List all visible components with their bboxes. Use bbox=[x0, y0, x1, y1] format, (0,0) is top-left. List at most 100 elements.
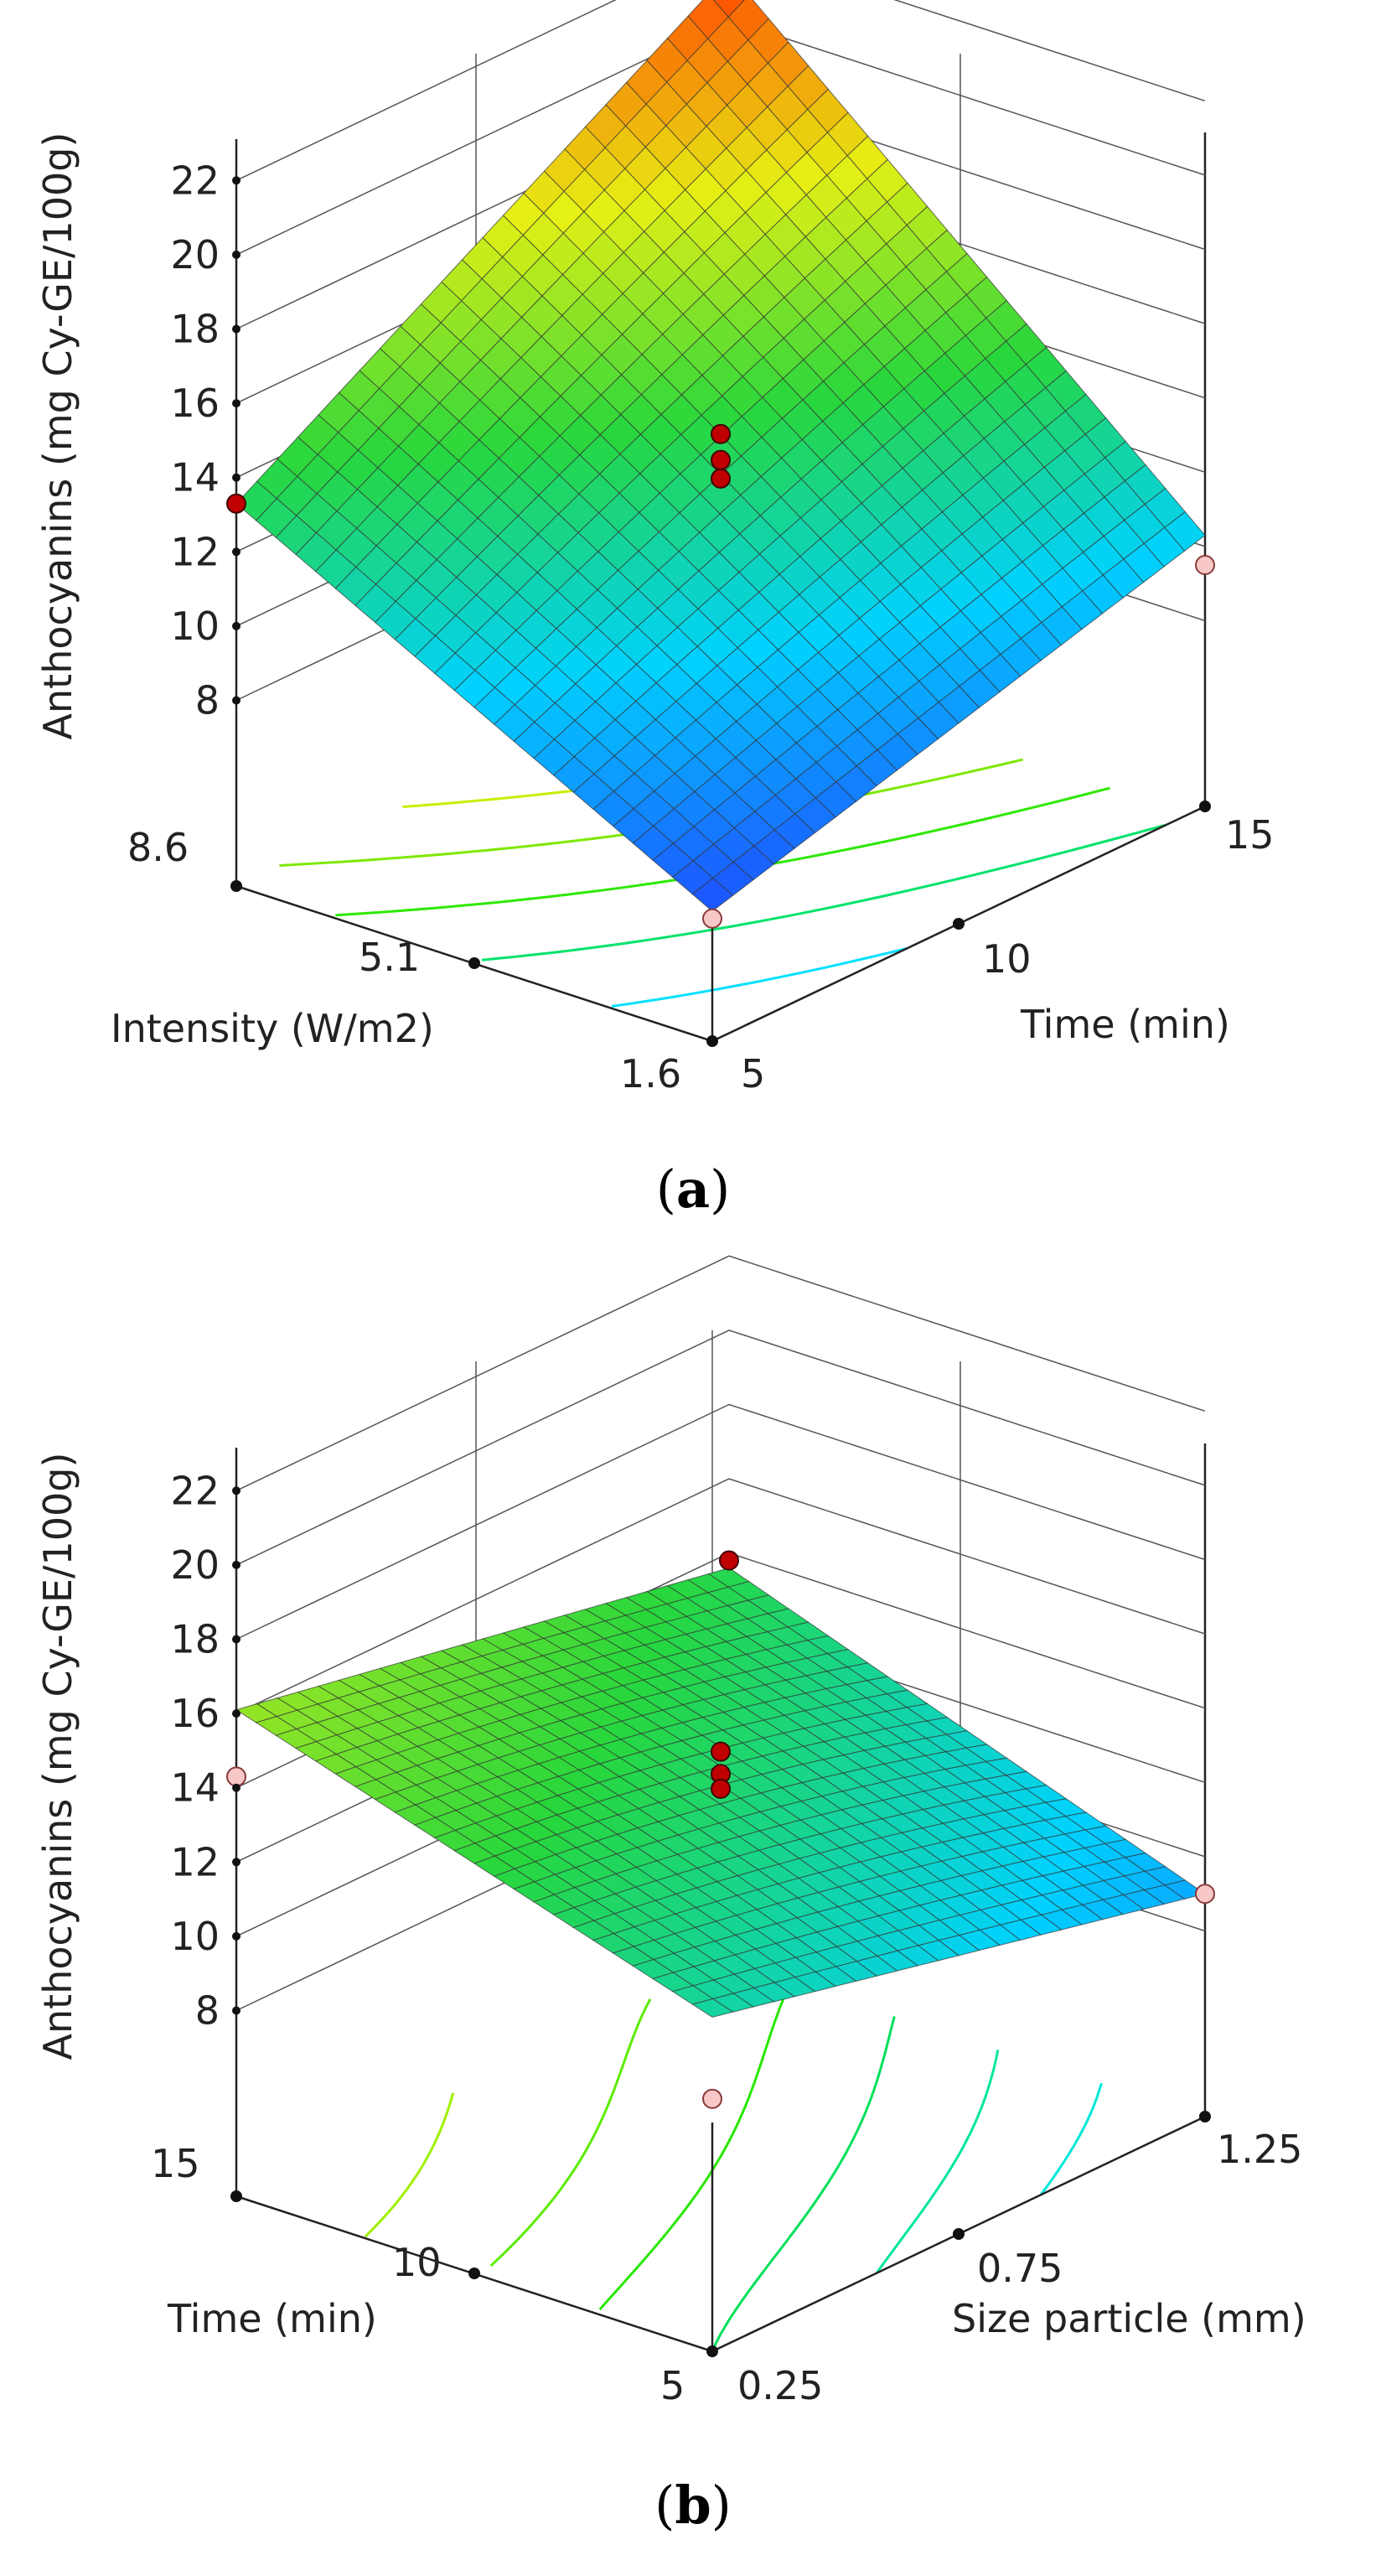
panel-a-z-tick-label: 18 bbox=[170, 307, 220, 352]
panel-a-surface-cell bbox=[691, 877, 734, 912]
panel-a-z-tick-mark bbox=[232, 324, 241, 334]
panel-a-z-axis-label: Anthocyanins (mg Cy-GE/100g) bbox=[35, 132, 80, 740]
panel-a-y-tick: 10 bbox=[982, 936, 1032, 982]
panel-b-z-tick-label: 14 bbox=[170, 1765, 220, 1811]
panel-a-x-tick: 1.6 bbox=[620, 1051, 681, 1096]
panel-b-contour-line bbox=[711, 2016, 896, 2352]
panel-b-z-tick-label: 18 bbox=[170, 1617, 220, 1662]
panel-b-contour-line bbox=[364, 2092, 455, 2238]
panel-a-z-tick-label: 14 bbox=[170, 455, 220, 500]
panel-b-z-tick-mark bbox=[232, 2006, 241, 2015]
panel-a-tick-mark bbox=[1199, 801, 1211, 812]
panel-b-design-point bbox=[711, 1741, 731, 1762]
panel-a-z-tick-label: 22 bbox=[170, 158, 220, 203]
panel-a-z-tick-mark bbox=[232, 176, 241, 185]
panel-b-z-axis-label: Anthocyanins (mg Cy-GE/100g) bbox=[35, 1453, 80, 2060]
panel-a-response-surface bbox=[235, 0, 1206, 912]
panel-a-design-point bbox=[711, 423, 731, 444]
panel-a-y-axis-label: Time (min) bbox=[1020, 1002, 1230, 1047]
panel-a-design-point bbox=[1195, 555, 1215, 576]
panel-a-z-tick-label: 16 bbox=[170, 381, 220, 426]
panel-b-z-tick-label: 16 bbox=[170, 1691, 220, 1736]
panel-a-chart: 8 10 12 14 16 18 20 22 8.6 5.1 1.6 5 10 15 Inte… bbox=[35, 0, 1275, 1220]
panel-b-design-point bbox=[711, 1778, 731, 1799]
panel-b-z-tick-label: 10 bbox=[170, 1914, 220, 1959]
panel-b-x-tick: 15 bbox=[151, 2141, 200, 2186]
panel-b-z-tick-label: 22 bbox=[170, 1468, 220, 1513]
panel-a-caption: (a) bbox=[656, 1158, 731, 1220]
panel-a-design-point bbox=[711, 449, 731, 470]
panel-a-design-point bbox=[711, 468, 731, 489]
panel-b-tick-mark bbox=[1199, 2111, 1211, 2122]
panel-b-y-tick: 1.25 bbox=[1217, 2127, 1302, 2172]
panel-b-z-tick-mark bbox=[232, 1635, 241, 1644]
panel-b-z-tick-mark bbox=[232, 1486, 241, 1495]
panel-a-y-tick: 5 bbox=[741, 1051, 765, 1096]
panel-a-x-axis-label: Intensity (W/m2) bbox=[111, 1006, 434, 1051]
panel-b-contour-line bbox=[598, 1983, 792, 2311]
panel-b-frame bbox=[235, 1330, 1207, 2353]
panel-a-z-tick-label: 20 bbox=[170, 232, 220, 277]
panel-b-floor-ticks: 15 10 5 0.25 0.75 1.25 bbox=[151, 2111, 1302, 2408]
panel-a-design-points bbox=[226, 423, 1215, 929]
panel-b-z-gridline bbox=[235, 1403, 1206, 1640]
panel-b-z-tick-mark bbox=[232, 1858, 241, 1867]
panel-b-design-point bbox=[719, 1550, 739, 1571]
panel-a-z-tick-label: 12 bbox=[170, 529, 220, 574]
panel-b-design-point bbox=[702, 2088, 722, 2109]
panel-b-caption: (b) bbox=[654, 2475, 732, 2536]
panel-b-z-ticks: 8 10 12 14 16 18 20 22 bbox=[170, 1468, 241, 2034]
panel-a-z-tick-mark bbox=[232, 547, 241, 557]
panel-b-z-gridline bbox=[235, 1255, 1206, 1491]
panel-b-contour-line bbox=[875, 2050, 1000, 2274]
panel-a-tick-mark bbox=[953, 918, 965, 930]
panel-b-z-gridline bbox=[235, 1478, 1206, 1714]
panel-b-y-axis-label: Size particle (mm) bbox=[952, 2296, 1306, 2341]
panel-a-tick-mark bbox=[706, 1035, 718, 1047]
panel-b-surface-cell bbox=[691, 1998, 734, 2018]
panel-a-z-tick-mark bbox=[232, 696, 241, 705]
panel-a-tick-mark bbox=[468, 957, 480, 969]
panel-a-contour-line bbox=[481, 823, 1166, 961]
panel-b-response-surface bbox=[235, 1567, 1207, 2018]
panel-b-tick-mark bbox=[468, 2268, 480, 2279]
panel-b-contour-line bbox=[489, 1998, 652, 2268]
panel-a-x-tick: 8.6 bbox=[127, 825, 189, 870]
panel-b-z-gridline bbox=[235, 1329, 1206, 1566]
panel-b-contour-line bbox=[1039, 2082, 1103, 2196]
panel-b-y-tick: 0.25 bbox=[737, 2363, 823, 2408]
panel-a-z-tick-label: 10 bbox=[170, 604, 220, 649]
panel-a-floor-ticks: 8.6 5.1 1.6 5 10 15 bbox=[127, 801, 1275, 1096]
panel-a-design-point bbox=[702, 908, 722, 929]
panel-b-z-tick-label: 20 bbox=[170, 1542, 220, 1588]
panel-b-x-axis-label: Time (min) bbox=[167, 2296, 377, 2341]
panel-b-tick-mark bbox=[953, 2228, 965, 2240]
panel-a-z-tick-mark bbox=[232, 621, 241, 630]
panel-a-z-tick-mark bbox=[232, 250, 241, 259]
panel-a-x-tick: 5.1 bbox=[359, 935, 420, 980]
panel-b-tick-mark bbox=[230, 2190, 242, 2202]
panel-b-x-tick: 5 bbox=[660, 2363, 685, 2408]
panel-a-tick-mark bbox=[230, 880, 242, 892]
panel-a-z-tick-mark bbox=[232, 399, 241, 408]
panel-b-z-tick-mark bbox=[232, 1931, 241, 1941]
panel-a-y-tick: 15 bbox=[1225, 812, 1275, 858]
panel-b-x-tick: 10 bbox=[392, 2240, 442, 2285]
panel-b-design-point bbox=[226, 1766, 246, 1787]
panel-a-z-gridline bbox=[235, 0, 1206, 181]
panel-a-contour-line bbox=[611, 947, 908, 1008]
panel-b-z-tick-mark bbox=[232, 1783, 241, 1792]
panel-b-floor-contours bbox=[364, 1983, 1103, 2352]
panel-b-chart: 8 10 12 14 16 18 20 22 15 10 5 0.25 0.75 1.25 T… bbox=[35, 1255, 1306, 2536]
panel-b-design-point bbox=[1195, 1884, 1215, 1905]
panel-a-z-tick-mark bbox=[232, 473, 241, 482]
panel-a-contour-line bbox=[335, 786, 1110, 917]
panel-a-z-tick-label: 8 bbox=[195, 678, 220, 723]
panel-b-z-tick-label: 8 bbox=[195, 1988, 220, 2034]
panel-b-z-tick-mark bbox=[232, 1709, 241, 1718]
panel-b-tick-mark bbox=[706, 2345, 718, 2357]
panel-b-z-tick-mark bbox=[232, 1560, 241, 1569]
panel-b-z-tick-label: 12 bbox=[170, 1839, 220, 1884]
panel-a-z-ticks: 8 10 12 14 16 18 20 22 bbox=[170, 158, 241, 723]
